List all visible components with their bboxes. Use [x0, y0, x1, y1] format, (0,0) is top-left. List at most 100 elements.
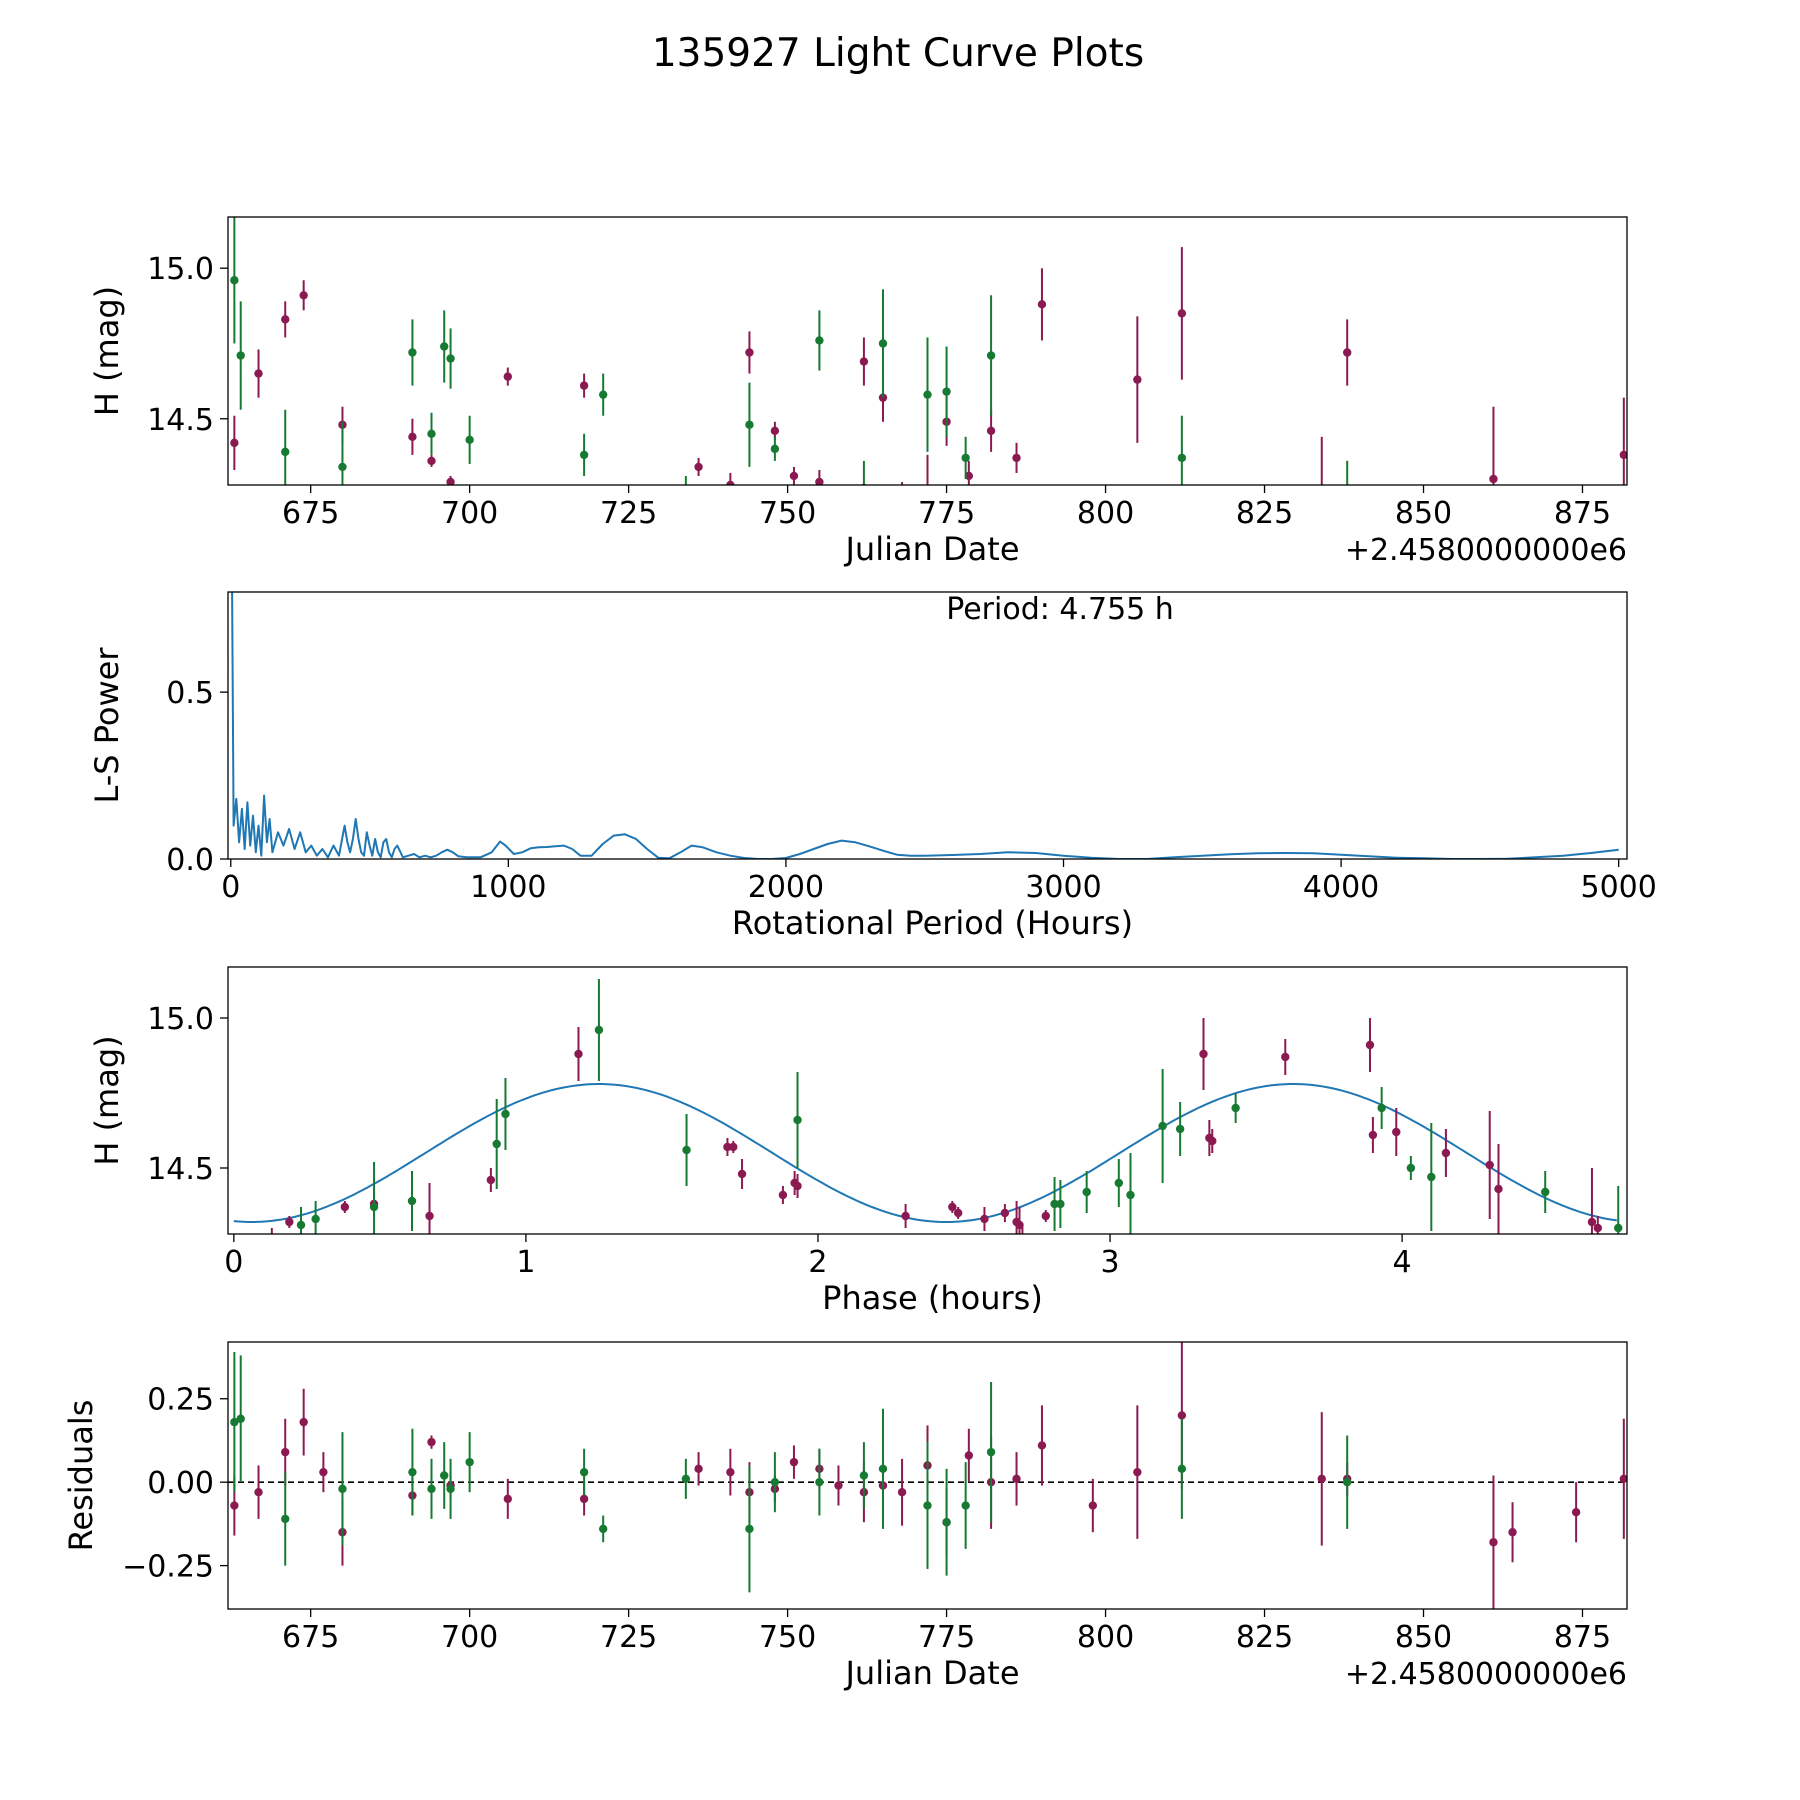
band-b-point [311, 1214, 320, 1224]
band-b-point [1177, 453, 1187, 463]
band-a-point [1088, 1501, 1098, 1510]
band-b-point [281, 447, 290, 457]
band-b-point [281, 1514, 290, 1524]
band-a-point [1343, 348, 1352, 357]
band-a-point [980, 1214, 989, 1224]
band-b-point [770, 444, 780, 454]
band-a-point [281, 315, 290, 324]
band-a-point [1000, 1208, 1010, 1218]
band-b-point [579, 450, 589, 460]
band-b-point [961, 1501, 970, 1510]
band-a-point [268, 1239, 276, 1247]
band-b-point [296, 1220, 306, 1230]
band-b-point [492, 1139, 501, 1149]
band-a-point [789, 1457, 799, 1467]
y-axis-label: L-S Power [88, 647, 126, 804]
band-a-point [1489, 1538, 1498, 1547]
x-tick-label: 825 [1236, 496, 1293, 531]
x-tick-label: 2 [808, 1245, 827, 1280]
band-a-point [898, 517, 906, 525]
x-tick-label: 875 [1554, 1620, 1611, 1655]
band-b-point [465, 1457, 474, 1467]
band-a-point [352, 1248, 360, 1256]
band-a-point [285, 1217, 294, 1227]
band-b-point [440, 342, 449, 351]
band-a-point [1177, 1411, 1187, 1420]
band-b-point [1175, 1124, 1185, 1134]
band-b-point [986, 1447, 996, 1457]
band-a-point [1012, 1474, 1021, 1484]
sinusoid-fit-curve [233, 1083, 1617, 1223]
band-a-point [1441, 1148, 1451, 1158]
light-curve-axes: 675 700 725 750 775 800 825 850 875 14.5 15.0 Julia… [88, 216, 1628, 568]
band-b-point [1343, 1477, 1352, 1487]
x-offset-label: +2.4580000000e6 [1345, 533, 1627, 568]
band-a-point [964, 471, 974, 481]
band-b-point [1427, 1172, 1436, 1182]
x-tick-label: 850 [1395, 496, 1452, 531]
band-a-point [745, 348, 754, 357]
band-b-point [446, 1484, 455, 1494]
x-tick-label: 875 [1554, 496, 1611, 531]
axes-frame [227, 216, 1628, 486]
band-b-point [815, 1477, 824, 1487]
axes-frame [227, 591, 1628, 860]
band-b-point [1126, 1190, 1135, 1200]
band-a-point [694, 1464, 703, 1474]
band-a-point [503, 1494, 512, 1504]
band-b-point [338, 1484, 347, 1494]
x-offset-label: +2.4580000000e6 [1345, 1657, 1627, 1692]
band-b-point [369, 1202, 379, 1212]
x-tick-label: 800 [1077, 496, 1134, 531]
y-tick-label: 0.0 [166, 843, 214, 878]
band-b-point [859, 1471, 869, 1480]
band-a-point [923, 487, 931, 495]
band-b-point [815, 336, 824, 345]
band-a-point [948, 1202, 957, 1212]
band-a-point [778, 1190, 788, 1200]
band-a-point [1037, 1441, 1047, 1450]
band-a-point [897, 1487, 907, 1497]
band-a-point [1133, 1467, 1142, 1477]
band-b-point [427, 429, 436, 439]
band-b-point [1177, 1464, 1187, 1474]
ls-power-line [231, 592, 1619, 859]
band-a-point [1571, 1508, 1581, 1517]
residuals-axes: 675 700 725 750 775 800 825 850 875 −0.25 0.00 0.25… [62, 1341, 1628, 1692]
band-b-point [598, 390, 608, 399]
axes-frame [227, 966, 1628, 1235]
x-tick-label: 1 [516, 1245, 535, 1280]
band-b-point [230, 1417, 239, 1427]
x-tick-label: 0 [224, 1245, 243, 1280]
band-a-point [834, 1481, 843, 1490]
band-b-point [878, 339, 888, 348]
band-b-point [440, 1471, 449, 1480]
band-a-point [1041, 1211, 1050, 1221]
y-tick-label: −0.25 [122, 1550, 214, 1585]
band-b-point [1114, 1178, 1124, 1188]
x-axis-label: Julian Date [843, 530, 1019, 568]
x-tick-label: 750 [759, 496, 816, 531]
x-tick-label: 750 [759, 1620, 816, 1655]
band-b-point [961, 453, 970, 463]
band-a-point [815, 477, 824, 485]
plot-area [233, 979, 1623, 1256]
y-tick-label: 15.0 [147, 1002, 214, 1037]
x-tick-label: 4000 [1303, 870, 1379, 905]
x-tick-label: 700 [441, 1620, 498, 1655]
band-a-point [1133, 375, 1142, 384]
band-b-point [408, 348, 417, 357]
band-b-point [793, 1115, 802, 1125]
band-a-point [425, 1211, 434, 1221]
band-a-point [726, 1467, 735, 1477]
x-tick-label: 2000 [748, 870, 824, 905]
band-a-point [737, 1169, 747, 1179]
band-b-point [942, 387, 951, 396]
band-b-point [986, 351, 996, 360]
x-tick-label: 4 [1393, 1245, 1412, 1280]
x-tick-label: 3000 [1025, 870, 1101, 905]
x-tick-label: 725 [600, 1620, 657, 1655]
x-tick-label: 800 [1077, 1620, 1134, 1655]
x-tick-label: 725 [600, 496, 657, 531]
